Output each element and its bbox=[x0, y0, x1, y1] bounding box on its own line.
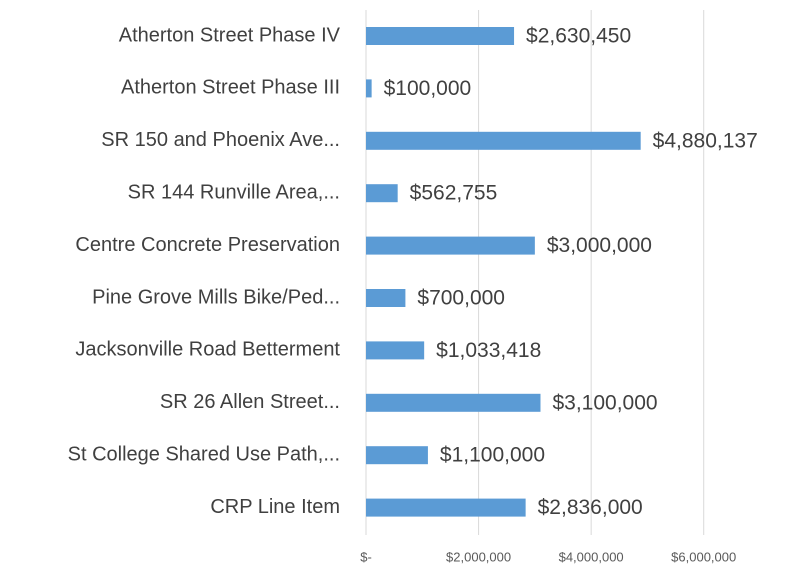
bar bbox=[366, 393, 541, 412]
bar bbox=[366, 236, 535, 255]
category-label: Atherton Street Phase IV bbox=[119, 24, 341, 46]
bar bbox=[366, 289, 406, 307]
bar bbox=[366, 184, 398, 203]
value-label: $700,000 bbox=[417, 287, 505, 310]
value-label: $100,000 bbox=[384, 77, 472, 100]
x-tick-label: $- bbox=[360, 549, 372, 564]
value-label: $1,033,418 bbox=[436, 339, 541, 362]
category-label: Atherton Street Phase III bbox=[121, 77, 340, 99]
category-label: SR 26 Allen Street... bbox=[160, 391, 340, 413]
value-label: $2,630,450 bbox=[526, 25, 631, 48]
bar bbox=[366, 498, 526, 517]
bar bbox=[366, 341, 425, 360]
value-label: $2,836,000 bbox=[538, 496, 643, 519]
category-label: SR 150 and Phoenix Ave... bbox=[101, 129, 340, 151]
value-label: $1,100,000 bbox=[440, 444, 545, 467]
bar bbox=[366, 446, 428, 465]
category-label: St College Shared Use Path,... bbox=[68, 443, 340, 465]
x-tick-label: $4,000,000 bbox=[559, 549, 624, 564]
bar bbox=[366, 27, 515, 45]
category-label: Centre Concrete Preservation bbox=[75, 234, 340, 256]
value-label: $3,100,000 bbox=[552, 391, 657, 414]
x-tick-label: $2,000,000 bbox=[446, 549, 511, 564]
category-label: SR 144 Runville Area,... bbox=[128, 181, 340, 203]
category-label: Pine Grove Mills Bike/Ped... bbox=[92, 286, 340, 308]
category-label: CRP Line Item bbox=[210, 496, 340, 518]
value-label: $562,755 bbox=[410, 182, 498, 205]
bar bbox=[366, 79, 372, 98]
value-label: $4,880,137 bbox=[653, 129, 758, 152]
x-tick-label: $6,000,000 bbox=[671, 549, 736, 564]
bar bbox=[366, 131, 641, 150]
value-label: $3,000,000 bbox=[547, 234, 652, 257]
category-label: Jacksonville Road Betterment bbox=[75, 339, 340, 361]
